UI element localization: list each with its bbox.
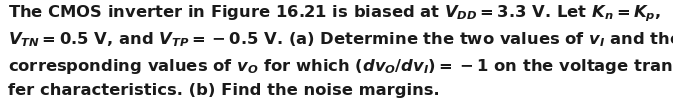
Text: The CMOS inverter in Figure 16.21 is biased at $V_{DD} = 3.3$ V. Let $K_n = K_p$: The CMOS inverter in Figure 16.21 is bia… (8, 3, 661, 24)
Text: corresponding values of $v_O$ for which $(dv_O/dv_I) = -1$ on the voltage trans-: corresponding values of $v_O$ for which … (8, 57, 673, 76)
Text: fer characteristics. (b) Find the noise margins.: fer characteristics. (b) Find the noise … (8, 83, 439, 98)
Text: $V_{TN} = 0.5$ V, and $V_{TP} = -0.5$ V. (a) Determine the two values of $v_I$ a: $V_{TN} = 0.5$ V, and $V_{TP} = -0.5$ V.… (8, 30, 673, 49)
